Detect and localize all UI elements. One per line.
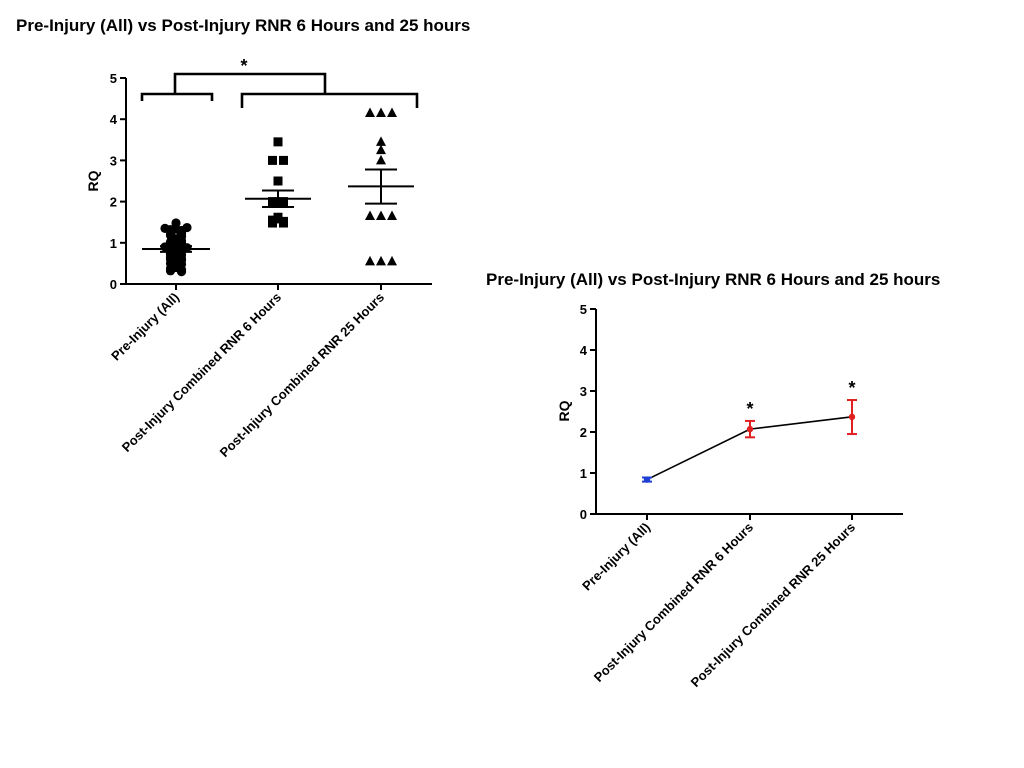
chart1-point-rnr-6h: [268, 215, 277, 225]
chart2-y-tick-label: 1: [580, 466, 587, 481]
chart2-marks: **: [642, 378, 857, 483]
chart1-title: Pre-Injury (All) vs Post-Injury RNR 6 Ho…: [16, 16, 470, 35]
chart1-x-tick-label: Post-Injury Combined RNR 25 Hours: [217, 290, 387, 460]
chart1-point-rnr-6h: [273, 176, 283, 186]
chart1-point-rnr-6h: [268, 197, 277, 207]
chart1-y-tick-label: 5: [110, 71, 117, 86]
chart2-y-tick-label: 2: [580, 425, 587, 440]
chart1-point-rnr-25h: [365, 210, 375, 221]
chart1-y-axis-label: RQ: [85, 170, 101, 191]
chart1-y-tick-label: 3: [110, 153, 117, 168]
chart2-y-tick-label: 0: [580, 507, 587, 522]
chart1-point-pre-injury: [182, 222, 192, 233]
chart2-y-tick-label: 4: [580, 343, 588, 358]
chart1-point-pre-injury: [171, 218, 181, 228]
dot-plot-chart: Pre-Injury (All) vs Post-Injury RNR 6 Ho…: [16, 16, 470, 460]
chart1-point-rnr-25h: [376, 255, 386, 266]
chart2-y-tick-label: 5: [580, 302, 587, 317]
chart1-bracket-right: [240, 92, 419, 108]
chart1-point-rnr-6h: [279, 216, 288, 226]
chart1-point-rnr-25h: [376, 154, 386, 165]
chart1-point-rnr-25h: [387, 210, 397, 221]
chart1-point-rnr-6h: [279, 155, 288, 165]
chart2-y-axis-label: RQ: [556, 400, 572, 421]
chart1-marks: [142, 107, 414, 277]
mean-line-chart: Pre-Injury (All) vs Post-Injury RNR 6 Ho…: [486, 270, 940, 690]
chart1-y-tick-label: 1: [110, 236, 117, 251]
chart2-point: [643, 476, 651, 483]
chart1-point-rnr-6h: [268, 155, 277, 165]
chart1-point-pre-injury: [160, 223, 170, 233]
chart2-significance-star: *: [746, 399, 753, 419]
chart1-point-rnr-25h: [376, 210, 386, 221]
chart1-point-rnr-25h: [376, 107, 386, 118]
chart1-point-rnr-6h: [273, 212, 283, 222]
chart1-bracket-left: [140, 92, 214, 101]
chart1-significance-star: *: [240, 56, 247, 76]
chart2-point: [746, 425, 754, 433]
chart1-x-tick-label: Post-Injury Combined RNR 6 Hours: [119, 290, 284, 455]
chart2-x-tick-label: Post-Injury Combined RNR 25 Hours: [688, 520, 858, 690]
chart1-significance-bracket: *: [140, 56, 419, 108]
chart2-y-tick-label: 3: [580, 384, 587, 399]
chart1-y-tick-label: 2: [110, 195, 117, 210]
chart1-x-tick-label: Pre-Injury (All): [108, 290, 182, 364]
chart1-point-rnr-25h: [387, 255, 397, 266]
chart2-significance-star: *: [848, 378, 855, 398]
chart1-point-rnr-25h: [376, 144, 386, 155]
chart1-point-rnr-25h: [365, 107, 375, 118]
chart1-point-rnr-25h: [387, 107, 397, 118]
chart2-point: [848, 413, 856, 421]
chart1-y-tick-label: 0: [110, 277, 117, 292]
chart1-point-rnr-25h: [376, 136, 386, 146]
chart2-title: Pre-Injury (All) vs Post-Injury RNR 6 Ho…: [486, 270, 940, 289]
chart1-point-rnr-6h: [273, 137, 283, 147]
chart1-point-rnr-25h: [365, 255, 375, 266]
chart2-x-tick-label: Pre-Injury (All): [579, 520, 653, 594]
chart2-x-tick-label: Post-Injury Combined RNR 6 Hours: [591, 520, 756, 685]
chart1-y-tick-label: 4: [110, 112, 118, 127]
chart1-point-rnr-6h: [279, 197, 288, 207]
chart1-bracket-top: [173, 72, 327, 94]
